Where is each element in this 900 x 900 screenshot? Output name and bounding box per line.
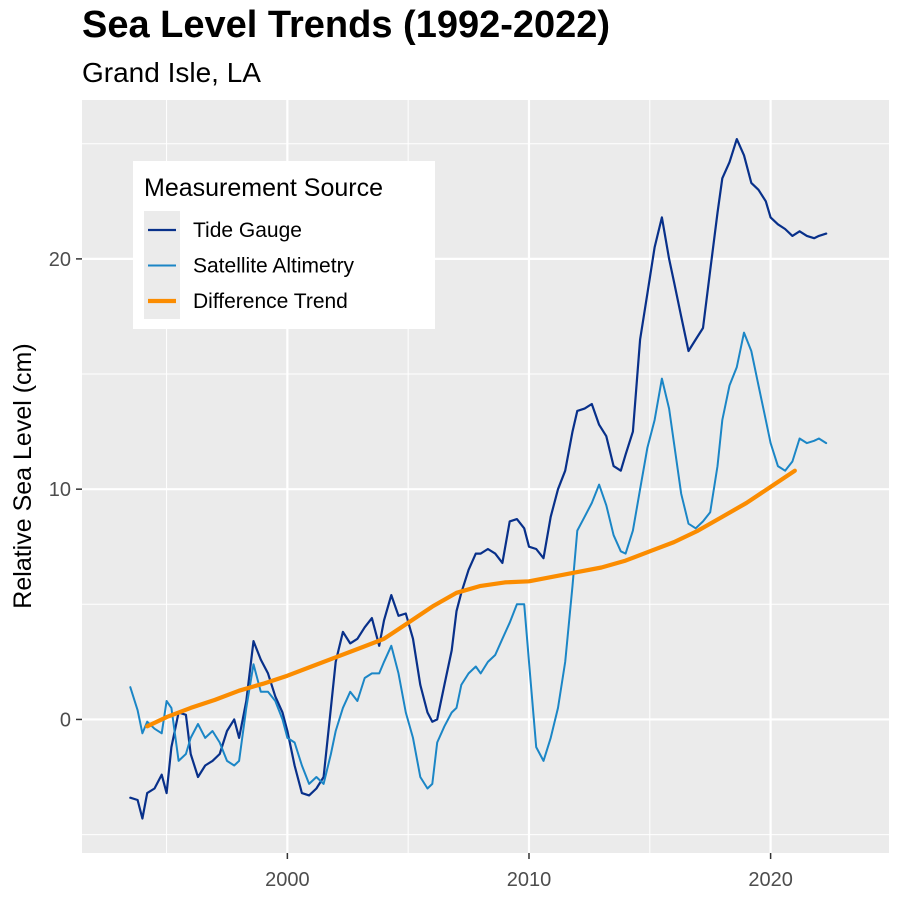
x-tick-label: 2010 [507,869,552,891]
series-line-tide-gauge [129,138,828,820]
legend-label-satellite-altimetry: Satellite Altimetry [193,255,355,278]
y-tick-label: 0 [60,709,71,731]
x-tick-label: 2020 [748,869,793,891]
legend-box [133,161,435,329]
y-axis-title: Relative Sea Level (cm) [9,343,37,608]
y-tick-label: 20 [49,249,71,271]
legend-title: Measurement Source [144,174,383,202]
chart-title: Sea Level Trends (1992-2022) [82,4,611,46]
chart-subtitle: Grand Isle, LA [82,57,261,88]
y-tick-label: 10 [49,479,71,501]
legend-label-tide-gauge: Tide Gauge [193,219,302,242]
series-line-difference-trend [145,468,797,729]
axes: 2000 2010 2020 0 10 20 [49,249,793,891]
legend: Measurement Source Tide Gauge Satellite A… [133,161,435,329]
data-lines [129,138,828,820]
x-tick-label: 2000 [265,869,310,891]
legend-label-difference-trend: Difference Trend [193,290,348,313]
series-line-satellite-altimetry [129,331,828,790]
